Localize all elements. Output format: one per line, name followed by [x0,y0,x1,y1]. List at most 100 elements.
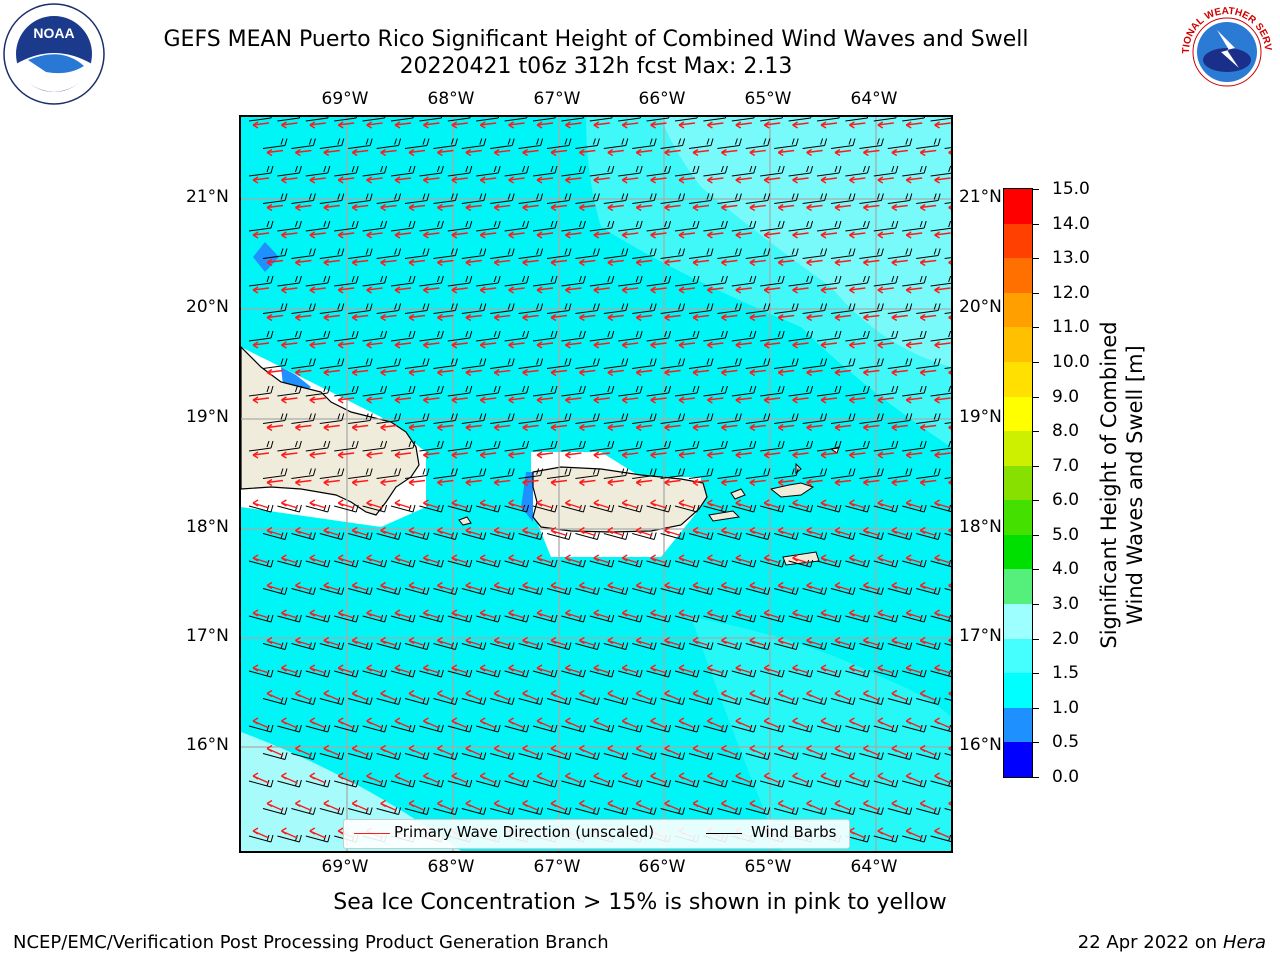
wind-barb [546,413,572,424]
wind-barb [561,117,585,122]
wave-direction-arrow [948,638,951,643]
wind-barb [376,193,402,204]
wave-direction-arrow [394,717,412,729]
wave-direction-arrow [493,581,511,592]
wave-direction-arrow [806,423,823,432]
wind-barb [490,303,515,314]
wave-direction-arrow [309,396,326,404]
wave-direction-arrow [905,396,923,404]
wave-direction-arrow [423,609,440,619]
wave-direction-arrow [621,717,639,729]
map-subtitle: 20220421 t06z 312h fcst Max: 2.13 [399,54,793,79]
wind-barb [646,275,672,287]
wind-barb [916,468,941,479]
wave-direction-arrow [849,231,866,239]
colorbar-title-line1: Significant Height of Combined [1097,321,1121,649]
wave-direction-arrow [749,636,767,647]
wave-direction-arrow [621,554,639,564]
wind-barb [518,468,544,479]
wave-direction-arrow [806,799,823,812]
wave-direction-arrow [678,176,696,184]
wave-direction-arrow [749,478,766,487]
wind-barb [688,358,714,369]
wave-direction-arrow [493,689,511,702]
wave-direction-arrow [650,176,667,184]
wave-direction-arrow [579,581,596,592]
wave-direction-arrow [380,313,397,322]
wave-direction-arrow [394,396,412,404]
wave-direction-arrow [309,717,327,729]
wave-direction-arrow [295,799,312,812]
wind-barb [902,440,927,452]
wave-direction-arrow [536,341,554,349]
wave-direction-arrow [948,691,951,696]
wave-direction-arrow [721,689,738,702]
wind-barb [404,413,430,424]
wind-barb [646,220,672,232]
wave-direction-arrow [437,313,454,322]
wave-direction-arrow [721,636,738,647]
wave-direction-arrow [749,423,766,432]
wave-direction-arrow [678,609,696,619]
wave-direction-arrow [366,772,383,784]
wave-direction-arrow [323,744,341,757]
wind-barb [944,257,951,259]
wave-direction-arrow [536,717,554,729]
wind-barb [277,275,302,287]
wave-direction-arrow [607,526,625,537]
wave-direction-arrow [351,258,369,267]
colorbar-tick [1033,673,1039,675]
wind-barb [674,440,700,452]
wave-direction-arrow [479,121,497,129]
wave-direction-arrow [281,231,298,239]
wave-direction-arrow [394,286,412,294]
wave-direction-arrow [351,799,369,812]
wind-barb [433,413,458,424]
wind-barb [603,193,629,204]
wind-barb [703,275,728,287]
wave-direction-arrow [678,554,696,564]
wave-direction-arrow [948,528,951,533]
wave-direction-arrow [408,744,426,757]
wave-direction-arrow [266,478,284,487]
wind-barb [546,358,572,369]
wind-barb [291,138,316,149]
wave-direction-arrow [380,689,397,702]
wave-direction-arrow [635,148,653,157]
wind-barb [944,422,951,424]
wind-barb [291,358,316,369]
wind-barb [944,753,951,756]
wave-direction-arrow [948,370,951,375]
wind-barb [305,220,331,232]
wind-barb [348,468,373,479]
wave-direction-arrow [309,664,327,674]
wave-direction-arrow [891,636,909,647]
colorbar-tick [1033,431,1039,433]
wind-barb [419,385,444,397]
wave-direction-arrow [664,258,681,267]
wave-direction-arrow [295,368,312,377]
wave-direction-arrow [309,286,326,294]
wave-direction-arrow [536,121,554,129]
wind-barb [859,358,884,369]
wave-direction-arrow [380,581,397,592]
wind-barb [433,468,458,479]
lat-label-left: 20°N [186,297,229,317]
wave-direction-arrow [792,772,809,784]
wave-direction-arrow [437,636,454,647]
wave-direction-arrow [451,231,468,239]
wind-barb [660,138,686,149]
wave-direction-arrow [593,717,611,729]
wind-barb [902,220,927,232]
wave-direction-arrow [337,176,355,184]
wave-direction-arrow [281,286,298,294]
wave-direction-arrow [366,499,383,509]
wave-direction-arrow [522,423,539,432]
wave-direction-arrow [451,664,469,674]
wave-direction-arrow [749,368,766,377]
wave-direction-arrow [678,451,696,459]
wind-barb [802,303,828,314]
wind-barb [603,248,629,259]
sea-ice-note: Sea Ice Concentration > 15% is shown in … [333,890,947,915]
wind-barb [887,358,913,369]
